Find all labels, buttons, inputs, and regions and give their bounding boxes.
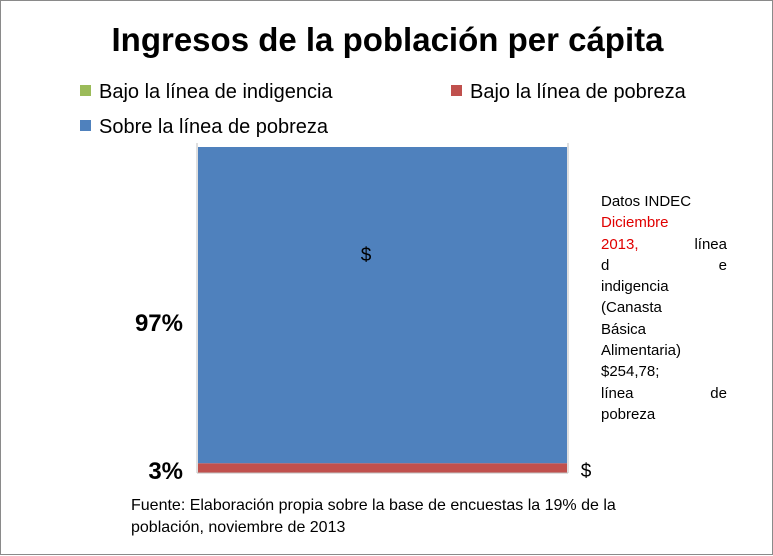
notes-line: pobreza bbox=[601, 404, 727, 425]
notes-text-part: línea de bbox=[601, 384, 727, 402]
notes-text-part: Alimentaria) bbox=[601, 342, 682, 360]
notes-text-part: Básica bbox=[601, 320, 647, 338]
notes-text-part: indigencia bbox=[601, 278, 669, 296]
bar-segment-pobreza bbox=[198, 463, 567, 473]
legend-label-indigencia: Bajo la línea de indigencia bbox=[99, 81, 333, 103]
bar-segment-sobre bbox=[198, 147, 567, 464]
notes-line: $254,78; bbox=[601, 361, 727, 382]
notes-text-part: (Canasta bbox=[601, 299, 662, 317]
notes-line: Básica bbox=[601, 319, 727, 340]
legend-item-indigencia: Bajo la línea de indigencia bbox=[80, 81, 333, 104]
legend-swatch-pobreza bbox=[451, 85, 462, 96]
notes-line: Datos INDEC bbox=[601, 191, 727, 212]
legend-swatch-indigencia bbox=[80, 85, 91, 96]
notes-text-part: línea bbox=[638, 235, 727, 253]
notes-text-part: Datos INDEC bbox=[601, 193, 692, 210]
notes-text-part: Diciembre bbox=[601, 214, 669, 232]
data-label-pobreza: $ bbox=[581, 461, 592, 482]
source-note: Fuente: Elaboración propia sobre la base… bbox=[131, 497, 616, 536]
legend-label-pobreza: Bajo la línea de pobreza bbox=[470, 81, 686, 103]
legend-swatch-sobre bbox=[80, 120, 91, 131]
notes-line: Diciembre bbox=[601, 212, 727, 233]
notes-line: línea de bbox=[601, 383, 727, 404]
data-label-sobre: $ bbox=[361, 245, 372, 266]
notes-text-part: d e bbox=[601, 256, 727, 274]
notes-text-part: 2013, bbox=[601, 235, 639, 253]
notes-line: (Canasta bbox=[601, 297, 727, 318]
notes-text: Datos INDEC Diciembre 2013, línea d e indige… bbox=[601, 191, 727, 425]
notes-line: Alimentaria) bbox=[601, 340, 727, 361]
chart-title: Ingresos de la población per cápita bbox=[111, 21, 664, 58]
notes-line: indigencia bbox=[601, 276, 727, 297]
notes-line: 2013, línea bbox=[601, 234, 727, 255]
legend-item-pobreza: Bajo la línea de pobreza bbox=[451, 81, 686, 104]
notes-text-part: pobreza bbox=[601, 405, 656, 423]
notes-line: d e bbox=[601, 255, 727, 276]
percent-label-97: 97% bbox=[135, 310, 183, 337]
legend-item-sobre: Sobre la línea de pobreza bbox=[80, 116, 328, 139]
notes-text-part: $254,78; bbox=[601, 363, 660, 381]
percent-label-3: 3% bbox=[148, 458, 183, 485]
legend-label-sobre: Sobre la línea de pobreza bbox=[99, 116, 329, 138]
